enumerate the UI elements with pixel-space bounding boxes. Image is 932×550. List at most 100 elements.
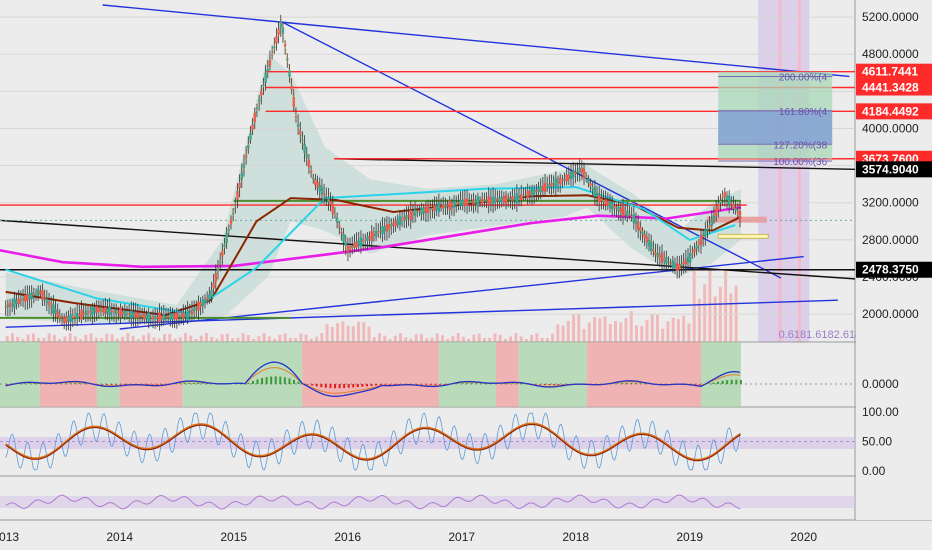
volume-bar (131, 335, 135, 342)
candle-body (474, 199, 477, 204)
projection-marker (778, 0, 782, 342)
candle-body (82, 312, 85, 315)
volume-bar (676, 319, 680, 342)
candle-body (468, 201, 471, 204)
volume-bar (37, 338, 41, 342)
macd-histogram-bar (5, 384, 8, 385)
volume-bar (372, 337, 376, 342)
candle-body (394, 220, 397, 227)
candle-body (372, 234, 376, 236)
candle-body (294, 116, 298, 118)
volume-bar (126, 333, 130, 342)
fib-extension-box: 200.00%(4 161.80%(4 127.20%(38 100.00%(36 0.… (718, 71, 861, 341)
candle-body (721, 196, 724, 198)
macd-histogram-bar (735, 379, 738, 384)
candle-body (110, 311, 114, 313)
volume-bar (136, 338, 140, 342)
macd-shading (0, 342, 40, 407)
macd-shading (587, 342, 702, 407)
candle-body (522, 196, 525, 198)
macd-histogram-bar (297, 381, 300, 384)
volume-bar (100, 338, 104, 342)
candle-body (619, 208, 623, 212)
volume-bar (357, 321, 361, 342)
macd-histogram-bar (274, 376, 277, 384)
price-tag (856, 103, 932, 120)
macd-line (5, 361, 741, 397)
candle-body (17, 298, 20, 304)
macd-histogram-bar (712, 382, 715, 384)
macd-shading (302, 342, 439, 407)
macd-histogram-bar (69, 383, 72, 384)
volume-bar (545, 338, 549, 342)
volume-bar (383, 335, 387, 342)
candle-body (119, 307, 122, 318)
candle-body (539, 186, 542, 192)
candle-body (117, 311, 120, 313)
volume-bar (414, 334, 418, 342)
macd-histogram-bar (393, 384, 396, 385)
volume-bar (461, 336, 465, 342)
candle-body (433, 205, 436, 212)
volume-bar (68, 333, 72, 342)
volume-bar (42, 337, 46, 342)
candle-body (160, 315, 163, 320)
volume-bar (252, 338, 256, 342)
candle-body (65, 316, 68, 323)
candle-body (357, 240, 360, 246)
candle-body (623, 212, 627, 214)
volume-bar (393, 335, 397, 342)
candle-body (576, 171, 579, 173)
candle-body (725, 195, 729, 200)
candle-body (236, 191, 239, 200)
candle-body (407, 215, 410, 217)
candle-body (647, 240, 651, 247)
volume-bar (404, 337, 408, 342)
candle-body (543, 182, 547, 192)
macd-histogram-bar (625, 382, 628, 384)
candle-body (578, 167, 581, 173)
volume-bar (540, 337, 544, 342)
candle-body (84, 310, 88, 316)
volume-bar (351, 326, 355, 342)
candle-body (465, 198, 469, 206)
macd-histogram-bar (475, 383, 478, 384)
candle-body (632, 214, 636, 223)
macd-histogram-bar (707, 383, 710, 384)
volume-bar (10, 333, 14, 342)
volume-bar (299, 333, 303, 342)
volume-bar (446, 338, 450, 342)
volume-bar (105, 333, 109, 342)
macd-histogram-bar (324, 384, 327, 388)
volume-bar (278, 334, 282, 342)
indicator-bands (0, 0, 932, 521)
fib-zone (718, 109, 833, 145)
macd-histogram-bar (329, 384, 332, 389)
candle-body (515, 193, 519, 204)
volume-bar (619, 322, 623, 342)
candle-body (704, 229, 707, 237)
cyan-ma-line (5, 185, 736, 315)
macd-histogram-bar (548, 384, 551, 386)
volume-bar (257, 336, 261, 342)
macd-histogram-bar (634, 382, 637, 384)
macd-histogram-bar (443, 384, 446, 385)
stoch-k-line (5, 412, 741, 471)
candle-body (418, 210, 421, 213)
candle-body (439, 206, 443, 208)
candle-body (491, 196, 495, 204)
candle-body (279, 21, 282, 28)
candle-body (511, 196, 514, 201)
macd-histogram-bar (78, 383, 81, 384)
macd-histogram-bar (192, 382, 195, 384)
candle-body (591, 188, 594, 190)
macd-histogram-bar (365, 384, 368, 387)
candle-body (112, 310, 116, 313)
volume-bar (246, 335, 250, 342)
macd-histogram-bar (101, 384, 104, 385)
macd-histogram-bar (83, 383, 86, 384)
candle-body (621, 206, 625, 217)
candle-body (686, 257, 690, 263)
candle-body (669, 262, 672, 264)
candle-body (450, 203, 454, 207)
